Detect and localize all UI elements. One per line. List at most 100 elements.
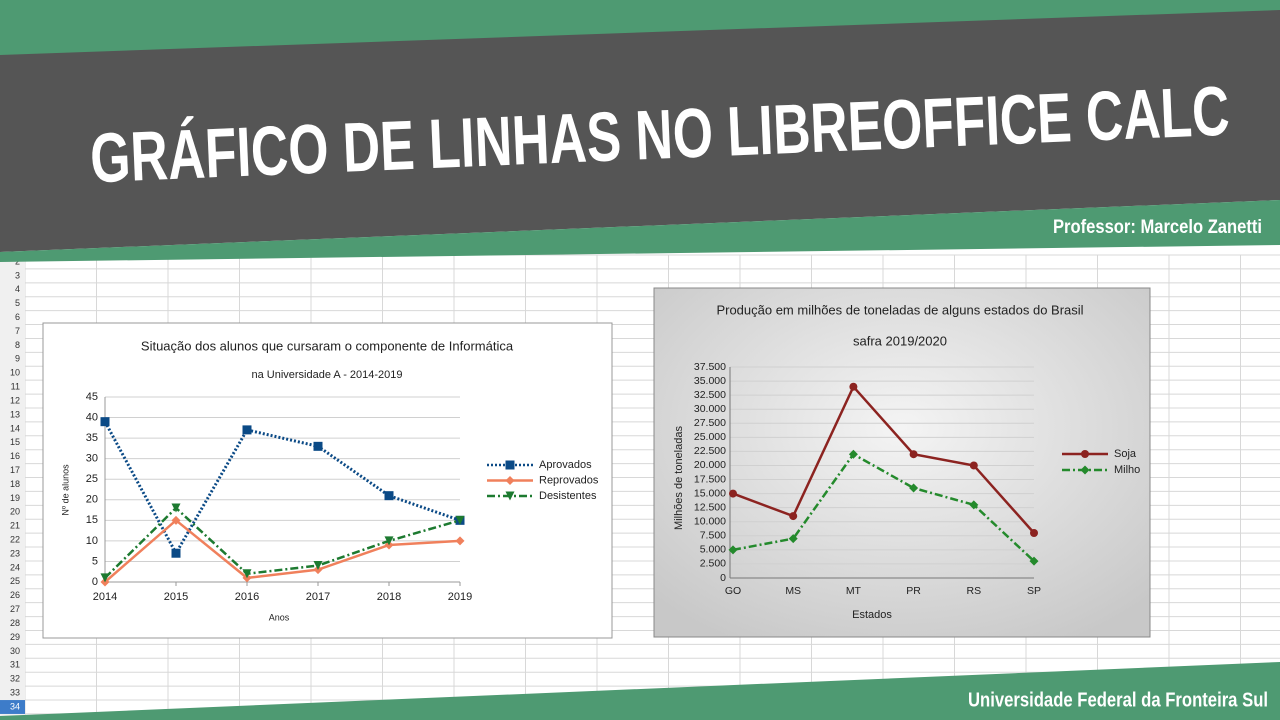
row-number: 6: [15, 312, 20, 322]
y-tick-label: 5.000: [700, 544, 726, 556]
row-number: 25: [10, 576, 20, 586]
row-number: 8: [15, 340, 20, 350]
active-row: [0, 700, 25, 714]
y-tick-label: 22.500: [694, 445, 726, 457]
row-number: 5: [15, 298, 20, 308]
point: [1029, 556, 1039, 566]
point: [505, 476, 515, 485]
row-number: 12: [10, 395, 20, 405]
point: [384, 536, 394, 546]
y-tick-label: 45: [86, 391, 98, 403]
row-number: 15: [10, 437, 20, 447]
point: [728, 545, 738, 555]
point: [171, 515, 181, 525]
x-tick-label: 2016: [235, 591, 259, 603]
x-tick-label: RS: [967, 585, 982, 597]
row-number: 9: [15, 354, 20, 364]
chart-title: Situação dos alunos que cursaram o compo…: [141, 338, 514, 353]
legend-label: Aprovados: [539, 459, 592, 471]
y-tick-label: 12.500: [694, 501, 726, 513]
x-tick-label: 2019: [448, 591, 472, 603]
y-tick-label: 35: [86, 432, 98, 444]
y-tick-label: 20.000: [694, 459, 726, 471]
y-tick-label: 5: [92, 555, 98, 567]
point: [729, 489, 737, 498]
point: [909, 483, 919, 493]
y-tick-label: 30: [86, 453, 98, 465]
row-number: 27: [10, 604, 20, 614]
row-number: 7: [15, 326, 20, 336]
row-number: 16: [10, 451, 20, 461]
point: [789, 512, 798, 521]
y-tick-label: 32.500: [694, 389, 726, 401]
row-number: 18: [10, 479, 20, 489]
chart-1: Situação dos alunos que cursaram o compo…: [42, 322, 613, 639]
row-number: 10: [10, 368, 20, 378]
series-line: [104, 506, 461, 579]
y-tick-label: 40: [86, 411, 98, 423]
x-tick-label: 2018: [377, 591, 401, 603]
legend-label: Desistentes: [539, 490, 597, 502]
point: [242, 425, 252, 435]
point: [788, 534, 798, 544]
chart-subtitle: safra 2019/2020: [853, 333, 947, 348]
y-tick-label: 7.500: [700, 530, 726, 542]
point: [455, 536, 465, 546]
x-tick-label: GO: [725, 585, 741, 597]
y-tick-label: 17.500: [694, 473, 726, 485]
point: [100, 573, 110, 583]
series-line: [732, 452, 1035, 563]
x-axis-label: Anos: [269, 612, 290, 622]
banner: [0, 10, 1280, 252]
row-number: 33: [10, 687, 20, 697]
point: [1081, 450, 1089, 458]
x-tick-label: PR: [906, 585, 921, 597]
y-tick-label: 20: [86, 494, 98, 506]
row-number: 21: [10, 521, 20, 531]
point: [455, 515, 465, 525]
row-number: 17: [10, 465, 20, 475]
x-tick-label: SP: [1027, 585, 1041, 597]
point: [171, 548, 181, 558]
series-line: [104, 518, 461, 583]
point: [242, 569, 252, 579]
point: [969, 500, 979, 510]
legend-label: Milho: [1114, 464, 1140, 476]
point: [313, 441, 323, 451]
row-number: 28: [10, 618, 20, 628]
legend-label: Reprovados: [539, 474, 599, 486]
chart-frame: [653, 287, 1151, 638]
y-tick-label: 25: [86, 473, 98, 485]
legend-label: Soja: [1114, 448, 1137, 460]
banner-bottom: [0, 200, 1280, 262]
row-number: 26: [10, 590, 20, 600]
y-tick-label: 15.000: [694, 487, 726, 499]
row-number: 13: [10, 409, 20, 419]
y-tick-label: 27.500: [694, 417, 726, 429]
x-axis-label: Estados: [852, 609, 892, 621]
row-header: [0, 255, 25, 720]
row-number: 32: [10, 674, 20, 684]
point: [505, 460, 515, 470]
point: [100, 417, 110, 427]
row-number: 3: [15, 270, 20, 280]
row-numbers: 2345678910111213141516171819202122232425…: [0, 256, 25, 714]
row-number: 11: [11, 382, 20, 392]
x-tick-label: 2017: [306, 591, 330, 603]
chart-title: Produção em milhões de toneladas de algu…: [716, 302, 1083, 317]
chart-subtitle: na Universidade A - 2014-2019: [251, 369, 402, 381]
y-tick-label: 35.000: [694, 375, 726, 387]
point: [1030, 528, 1038, 537]
y-tick-label: 37.500: [694, 361, 726, 373]
row-number: 23: [10, 548, 20, 558]
point: [1080, 465, 1090, 475]
row-number: 4: [15, 284, 20, 294]
y-tick-label: 0: [92, 576, 98, 588]
footer-band: [0, 662, 1280, 720]
chart-2: Produção em milhões de toneladas de algu…: [653, 287, 1151, 638]
y-tick-label: 25.000: [694, 431, 726, 443]
point: [849, 382, 858, 391]
x-tick-label: MS: [785, 585, 801, 597]
row-number: 31: [10, 660, 20, 670]
